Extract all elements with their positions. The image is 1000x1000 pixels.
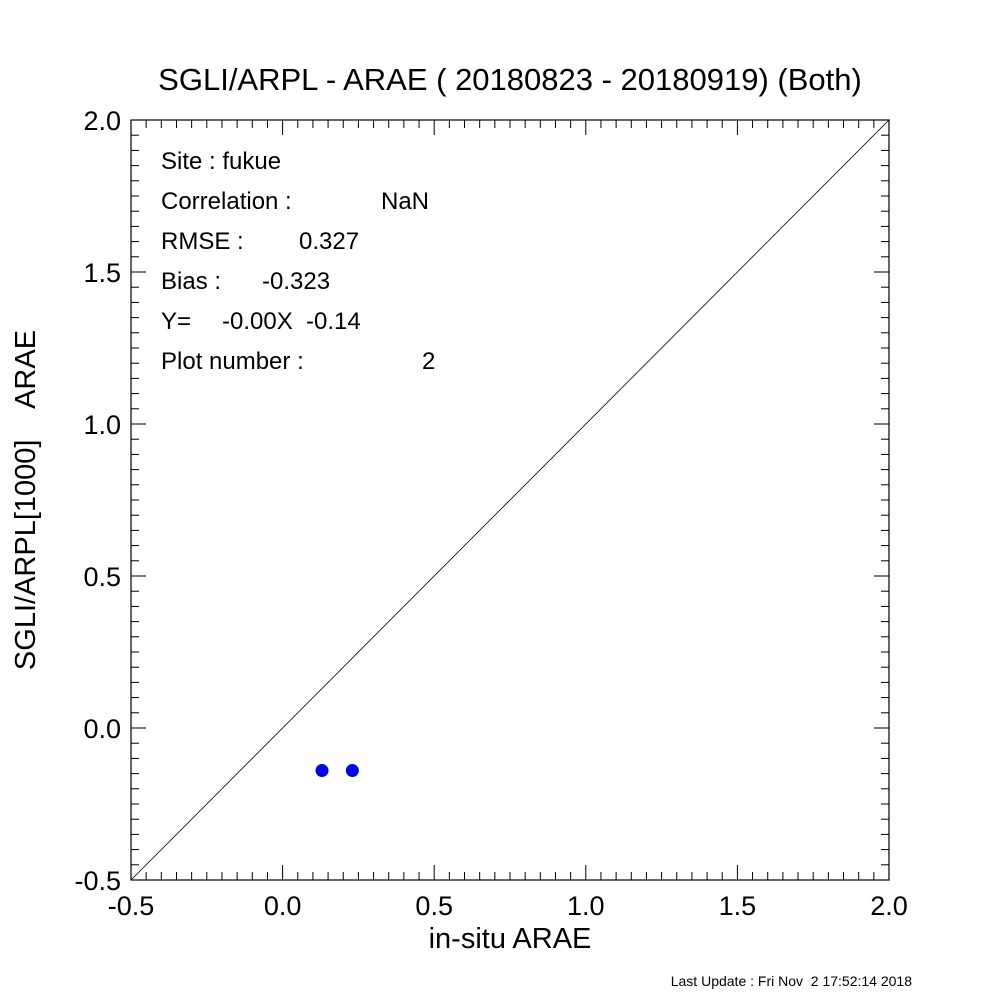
stats-box: Site : fukue Correlation : NaN RMSE : 0.… (161, 148, 435, 375)
stat-bias-label: Bias : (161, 268, 221, 295)
x-tick-label: 1.0 (567, 891, 605, 921)
stat-plot-number-value: 2 (422, 348, 435, 375)
x-tick-label: -0.5 (108, 891, 155, 921)
y-axis-label: SGLI/ARPL[1000] ARAE (10, 330, 42, 670)
chart-title: SGLI/ARPL - ARAE ( 20180823 - 20180919) … (158, 62, 862, 97)
stat-regression-value: -0.00X -0.14 (222, 308, 361, 335)
data-points (315, 764, 359, 778)
stat-plot-number-label: Plot number : (161, 348, 304, 375)
one-to-one-line (130, 119, 890, 881)
x-tick-label: 0.5 (415, 891, 453, 921)
y-tick-label: 2.0 (83, 106, 121, 136)
y-tick-label: 1.0 (83, 410, 121, 440)
x-tick-label: 1.5 (719, 891, 757, 921)
data-point (315, 764, 329, 778)
stat-correlation-value: NaN (381, 188, 429, 215)
axis-ticks (130, 119, 890, 881)
y-tick-labels: -0.5 0.0 0.5 1.0 1.5 2.0 (74, 106, 121, 896)
y-tick-label: 0.5 (83, 562, 121, 592)
y-tick-label: -0.5 (74, 866, 121, 896)
x-axis-label: in-situ ARAE (429, 923, 592, 955)
last-update-footer: Last Update : Fri Nov 2 17:52:14 2018 (671, 973, 912, 989)
x-tick-label: 0.0 (264, 891, 302, 921)
data-point (345, 764, 359, 778)
x-tick-label: 2.0 (870, 891, 908, 921)
stat-bias-value: -0.323 (262, 268, 330, 295)
stat-regression-label: Y= (161, 308, 191, 335)
stat-site: Site : fukue (161, 148, 281, 175)
y-tick-label: 1.5 (83, 258, 121, 288)
y-tick-label: 0.0 (83, 714, 121, 744)
stat-rmse-value: 0.327 (299, 228, 359, 255)
stat-correlation-label: Correlation : (161, 188, 292, 215)
x-tick-labels: -0.5 0.0 0.5 1.0 1.5 2.0 (108, 891, 908, 921)
stat-rmse-label: RMSE : (161, 228, 244, 255)
